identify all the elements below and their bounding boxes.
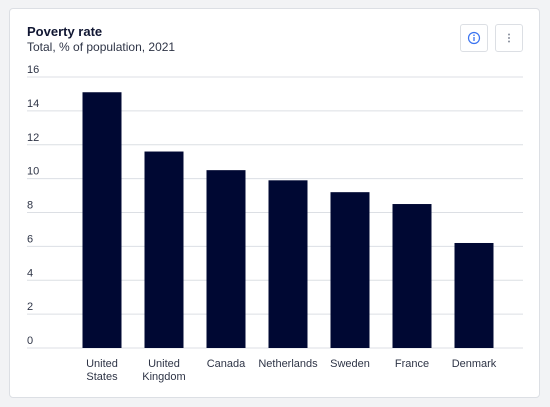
more-vertical-icon <box>508 33 510 43</box>
chart-title: Poverty rate <box>27 24 103 39</box>
bar[interactable] <box>392 204 432 348</box>
y-tick-label: 12 <box>27 132 39 144</box>
x-tick-label: Canada <box>207 358 246 370</box>
y-tick-label: 4 <box>27 267 33 279</box>
y-tick-label: 6 <box>27 233 33 245</box>
x-tick-label-line: Sweden <box>330 358 370 370</box>
x-tick-label-line: Kingdom <box>142 371 185 383</box>
bar[interactable] <box>206 170 246 348</box>
bar[interactable] <box>268 180 308 348</box>
y-tick-label: 8 <box>27 200 33 212</box>
x-tick-label-line: United <box>148 358 180 370</box>
bar[interactable] <box>454 242 494 348</box>
chart-subtitle: Total, % of population, 2021 <box>27 40 176 54</box>
x-tick-label-line: Netherlands <box>258 358 318 370</box>
x-tick-label-line: Canada <box>207 358 246 370</box>
y-tick-label: 2 <box>27 301 33 313</box>
bar[interactable] <box>144 151 184 348</box>
x-tick-label-line: United <box>86 358 118 370</box>
x-tick-label: Netherlands <box>258 358 318 370</box>
x-tick-label-line: Denmark <box>452 358 497 370</box>
bar[interactable] <box>82 92 122 349</box>
more-options-button[interactable] <box>495 24 523 52</box>
y-tick-label: 0 <box>27 335 33 347</box>
y-tick-label: 10 <box>27 166 39 178</box>
x-tick-label-line: France <box>395 358 429 370</box>
info-icon <box>467 31 481 45</box>
bar[interactable] <box>330 192 370 348</box>
x-tick-label: France <box>395 358 429 370</box>
x-tick-label: United States <box>86 358 118 383</box>
y-tick-label: 14 <box>27 98 39 110</box>
x-tick-label: Sweden <box>330 358 370 370</box>
x-tick-label: United Kingdom <box>142 358 185 383</box>
x-tick-label-line: States <box>86 371 118 383</box>
y-tick-label: 16 <box>27 64 39 76</box>
info-button[interactable] <box>460 24 488 52</box>
x-tick-label: Denmark <box>452 358 497 370</box>
